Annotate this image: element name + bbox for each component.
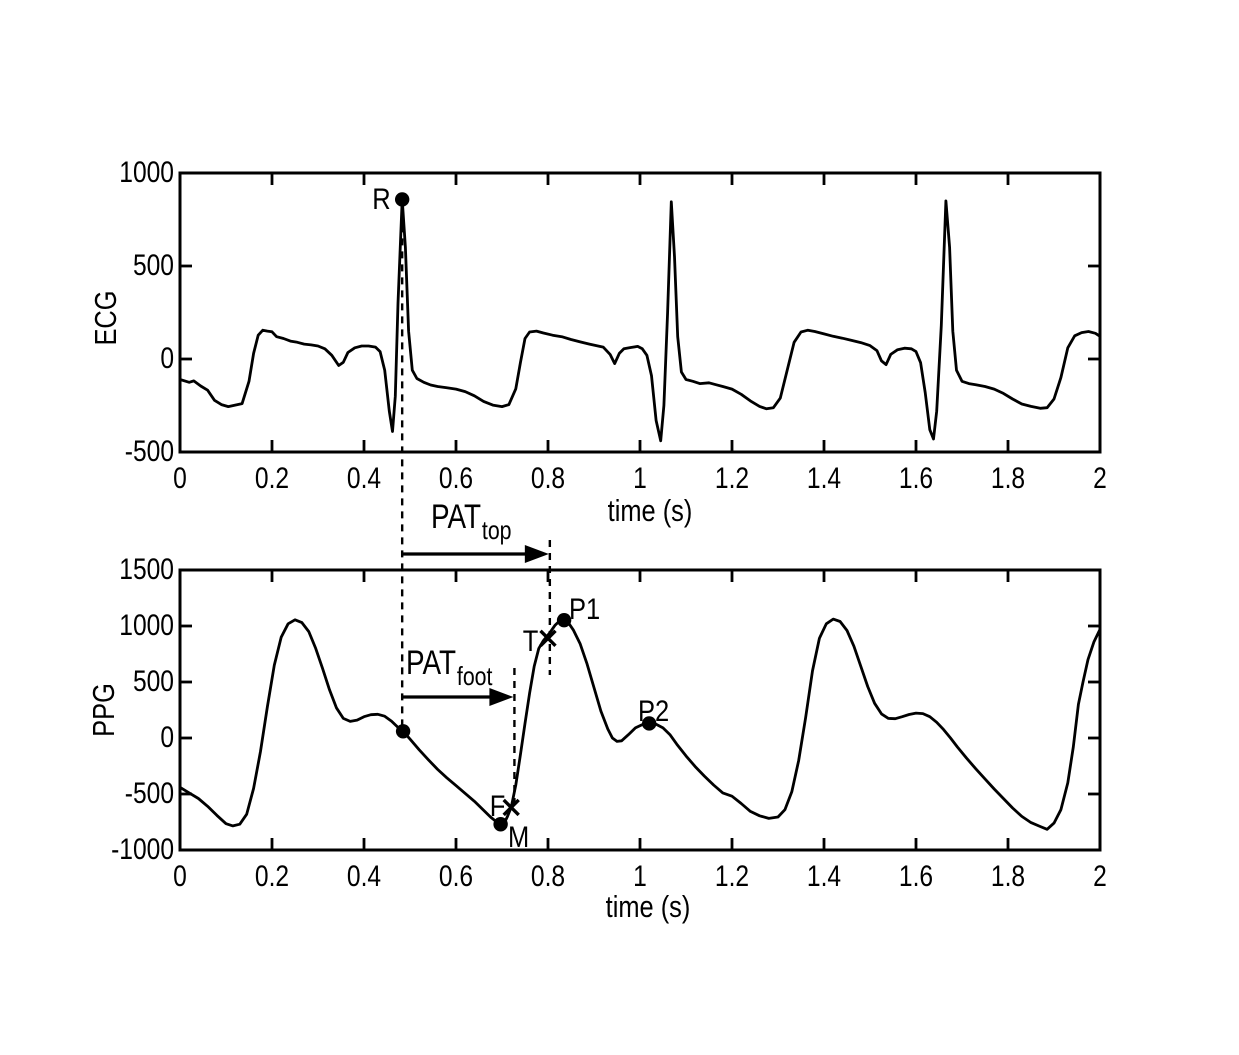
pat-foot-main-text: PAT: [406, 644, 457, 682]
ppg-xtick-label-0.8: 0.8: [530, 860, 566, 893]
ppg-ytick-label-1500: 1500: [119, 553, 174, 586]
pat-foot-label: PATfoot: [406, 644, 492, 691]
ecg-ytick-label-500: 500: [132, 249, 174, 282]
marker-label-M: M: [507, 821, 529, 855]
ecg-xtick-label-1.4: 1.4: [806, 462, 842, 495]
pat-top-subscript: top: [481, 515, 512, 545]
ppg-xtick-label-0.2: 0.2: [254, 860, 290, 893]
ecg-axes-box: [178, 171, 1102, 454]
ppg-ytick-label-500: 500: [132, 665, 174, 698]
ecg-xtick-label-1: 1: [633, 462, 647, 495]
ecg-signal-curve: [178, 197, 1102, 443]
ecg-marker-R: [394, 192, 410, 207]
ppg-xtick-label-1.6: 1.6: [898, 860, 934, 893]
ecg-ytick-label--500: -500: [124, 435, 174, 468]
ppg-signal-curve: [178, 617, 1102, 831]
pat-top-main-text: PAT: [431, 498, 482, 536]
ecg-xtick-label-1.2: 1.2: [714, 462, 750, 495]
ppg-marker-onset: [395, 724, 411, 739]
ecg-xtick-label-0.4: 0.4: [346, 462, 382, 495]
ppg-marker-F: [502, 798, 520, 817]
ecg-ytick-label-1000: 1000: [119, 156, 174, 189]
marker-label-F: F: [489, 790, 506, 824]
ecg-xtick-label-0.8: 0.8: [530, 462, 566, 495]
ppg-xtick-label-1: 1: [633, 860, 647, 893]
ppg-marker-M: [493, 817, 508, 832]
ecg-xtick-label-0.6: 0.6: [438, 462, 474, 495]
pat-top-label: PATtop: [431, 498, 512, 545]
ecg-xtick-label-1.8: 1.8: [990, 462, 1026, 495]
ppg-marker-T: [539, 629, 557, 648]
ppg-ytick-label-0: 0: [160, 721, 174, 754]
ppg-xtick-label-0: 0: [173, 860, 187, 893]
pat-foot-subscript: foot: [456, 661, 493, 691]
pat-top-arrow-head: [524, 545, 549, 563]
ppg-xtick-label-1.2: 1.2: [714, 860, 750, 893]
marker-label-P2: P2: [638, 695, 670, 729]
ppg-xtick-label-2: 2: [1093, 860, 1107, 893]
ppg-ytick-label--500: -500: [124, 777, 174, 810]
marker-label-R: R: [371, 183, 391, 217]
ppg-xtick-label-0.4: 0.4: [346, 860, 382, 893]
marker-label-P1: P1: [569, 593, 601, 627]
marker-label-T: T: [522, 625, 538, 659]
ppg-ytick-label--1000: -1000: [111, 833, 174, 866]
ppg-xtick-label-1.8: 1.8: [990, 860, 1026, 893]
ecg-xtick-label-2: 2: [1093, 462, 1107, 495]
ppg-xtick-label-0.6: 0.6: [438, 860, 474, 893]
ecg-ytick-label-0: 0: [160, 342, 174, 375]
ppg-y-axis-label: PPG: [86, 683, 121, 737]
ppg-x-axis-label: time (s): [605, 889, 691, 924]
ecg-xtick-label-1.6: 1.6: [898, 462, 934, 495]
ppg-marker-P2: [642, 716, 657, 731]
ecg-xtick-label-0: 0: [173, 462, 187, 495]
pat-foot-arrow-head: [489, 688, 514, 706]
ecg-x-axis-label: time (s): [607, 493, 693, 528]
ppg-marker-P1: [556, 612, 572, 628]
ecg-xtick-label-0.2: 0.2: [254, 462, 290, 495]
ppg-ytick-label-1000: 1000: [119, 609, 174, 642]
ppg-xtick-label-1.4: 1.4: [806, 860, 842, 893]
